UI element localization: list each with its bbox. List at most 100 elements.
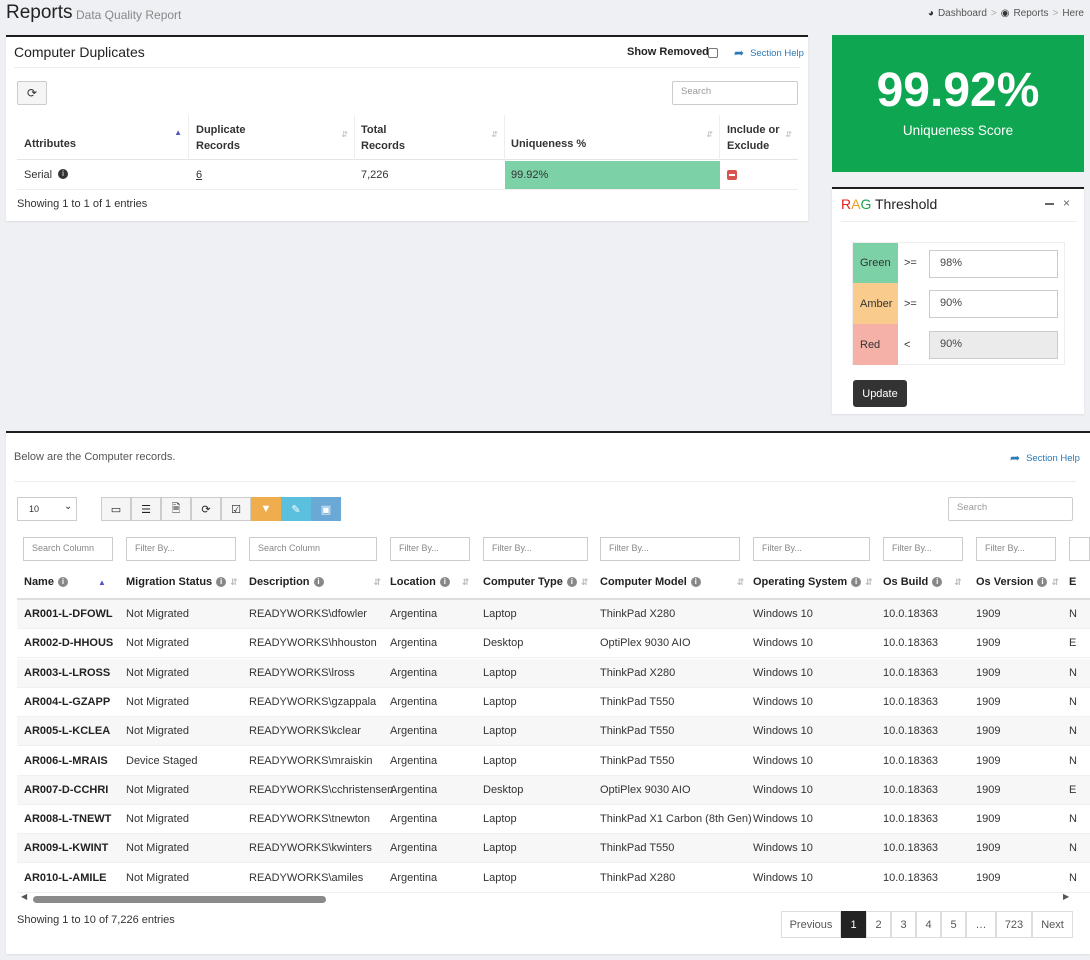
table-row: Serial i 6 7,226 99.92%: [17, 160, 798, 190]
horizontal-scrollbar[interactable]: ◀ ▶: [17, 892, 1073, 905]
rag-green-input[interactable]: 98%: [929, 250, 1058, 278]
sort-icon: ⇵: [373, 577, 382, 587]
col-computer-model[interactable]: Computer Model i ⇵: [600, 576, 744, 588]
col-total-records[interactable]: Total Records ⇵: [355, 115, 505, 160]
scroll-right-icon[interactable]: ▶: [1063, 892, 1070, 901]
pagination-page-4[interactable]: 4: [916, 911, 941, 938]
sort-asc-icon: ▲: [174, 128, 182, 137]
file-excel-icon: 🗎: [171, 502, 181, 515]
scrollbar-thumb[interactable]: [33, 896, 326, 903]
breadcrumb-dashboard[interactable]: Dashboard: [937, 8, 987, 19]
rag-table: Green >= 98% Amber >= 90% Red < 90%: [852, 242, 1065, 365]
refresh-icon: ⟳: [26, 86, 38, 100]
monitor-button[interactable]: ▭: [101, 497, 131, 521]
filter-computer-type[interactable]: Filter By...: [483, 537, 588, 561]
col-description[interactable]: Description i ⇵: [249, 576, 381, 588]
edit-button[interactable]: ✎: [281, 497, 311, 521]
dashboard-icon: ◕: [927, 8, 934, 19]
select-all-button[interactable]: ☑: [221, 497, 251, 521]
list-icon: ☰: [141, 503, 151, 516]
filter-button[interactable]: ▼: [251, 497, 281, 521]
check-square-icon: ☑: [231, 503, 241, 516]
col-os-build[interactable]: Os Build i ⇵: [883, 576, 962, 588]
show-removed-checkbox[interactable]: [708, 48, 718, 58]
total-records-value: 7,226: [361, 169, 389, 181]
rag-amber-input[interactable]: 90%: [929, 290, 1058, 318]
filter-os-build[interactable]: Filter By...: [883, 537, 963, 561]
page-subtitle: Data Quality Report: [76, 8, 182, 22]
breadcrumb-here: Here: [1062, 8, 1084, 19]
records-search-input[interactable]: Search: [948, 497, 1073, 521]
col-migration-status[interactable]: Migration Status i ⇵: [126, 576, 238, 588]
pagination-previous[interactable]: Previous: [781, 911, 841, 938]
filter-migration-status[interactable]: Filter By...: [126, 537, 236, 561]
duplicates-section-help[interactable]: ➦ Section Help: [734, 46, 804, 60]
breadcrumb-reports[interactable]: Reports: [1013, 8, 1049, 19]
sort-asc-icon: ▲: [97, 578, 106, 587]
pagination-page-2[interactable]: 2: [866, 911, 891, 938]
rag-title-a: A: [851, 196, 861, 212]
divider: [841, 221, 1077, 222]
rag-title-rest: Threshold: [871, 196, 938, 212]
scroll-left-icon[interactable]: ◀: [21, 892, 28, 901]
calendar-button[interactable]: ▣: [311, 497, 341, 521]
col-uniqueness-label: Uniqueness %: [511, 138, 587, 150]
col-extra[interactable]: E: [1069, 576, 1077, 588]
pagination-page-5[interactable]: 5: [941, 911, 966, 938]
info-icon: i: [439, 577, 450, 587]
uniqueness-score-card: 99.92% Uniqueness Score: [832, 35, 1084, 172]
col-computer-type[interactable]: Computer Type i ⇵: [483, 576, 588, 588]
pagination-page-1[interactable]: 1: [841, 911, 866, 938]
export-button[interactable]: 🗎: [161, 497, 191, 521]
sort-icon: ⇵: [736, 577, 745, 587]
breadcrumb: ◕ Dashboard > ◉ Reports > Here: [928, 8, 1084, 19]
page-size-select[interactable]: 10 ⌄: [17, 497, 77, 521]
update-button[interactable]: Update: [853, 380, 907, 407]
col-operating-system[interactable]: Operating System i ⇵: [753, 576, 873, 588]
duplicate-count-link[interactable]: 6: [196, 169, 203, 181]
sort-icon: ⇵: [580, 577, 589, 587]
uniqueness-cell: 99.92%: [505, 161, 720, 189]
list-button[interactable]: ☰: [131, 497, 161, 521]
sort-icon: ⇵: [341, 130, 348, 139]
info-icon[interactable]: i: [58, 169, 68, 179]
close-icon[interactable]: ×: [1063, 196, 1071, 210]
refresh-records-button[interactable]: ⟳: [191, 497, 221, 521]
uniqueness-score-label: Uniqueness Score: [902, 123, 1014, 138]
filter-computer-model[interactable]: Filter By...: [600, 537, 740, 561]
rag-title: RAG Threshold: [841, 196, 937, 212]
rag-red-input: 90%: [929, 331, 1058, 359]
table-header-row: [17, 115, 798, 160]
duplicates-title: Computer Duplicates: [14, 44, 145, 60]
pagination-page-3[interactable]: 3: [891, 911, 916, 938]
pagination-page-last[interactable]: 723: [996, 911, 1032, 938]
info-icon: i: [932, 577, 943, 587]
filter-os-version[interactable]: Filter By...: [976, 537, 1056, 561]
info-icon: i: [216, 577, 227, 587]
col-total-label: Total Records: [361, 124, 406, 152]
breadcrumb-separator: >: [990, 8, 997, 19]
calendar-icon: ▣: [320, 503, 332, 516]
col-os-version-label: Os Version: [976, 576, 1034, 588]
filter-operating-system[interactable]: Filter By...: [753, 537, 870, 561]
col-name[interactable]: Name i ▲: [24, 576, 106, 588]
col-os-version[interactable]: Os Version i ⇵: [976, 576, 1059, 588]
col-attributes-label: Attributes: [24, 138, 76, 150]
filter-name[interactable]: Search Column: [23, 537, 113, 561]
refresh-button[interactable]: ⟳: [17, 81, 47, 105]
records-section-help[interactable]: ➦ Section Help: [1010, 451, 1080, 465]
info-icon: i: [1037, 577, 1048, 587]
sort-icon: ⇵: [954, 577, 962, 587]
attribute-serial: Serial: [24, 169, 53, 181]
col-location[interactable]: Location i ⇵: [390, 576, 469, 588]
pagination-next[interactable]: Next: [1032, 911, 1073, 938]
col-include-exclude[interactable]: Include or Exclude ⇵: [720, 115, 798, 160]
filter-location[interactable]: Filter By...: [390, 537, 470, 561]
col-uniqueness[interactable]: Uniqueness % ⇵: [505, 115, 720, 160]
filter-description[interactable]: Search Column: [249, 537, 377, 561]
filter-extra[interactable]: [1069, 537, 1090, 561]
collapse-icon[interactable]: [1045, 203, 1054, 205]
col-attributes[interactable]: Attributes ▲: [17, 115, 189, 160]
duplicates-search-input[interactable]: Search: [672, 81, 798, 105]
col-duplicate-records[interactable]: Duplicate Records ⇵: [189, 115, 355, 160]
